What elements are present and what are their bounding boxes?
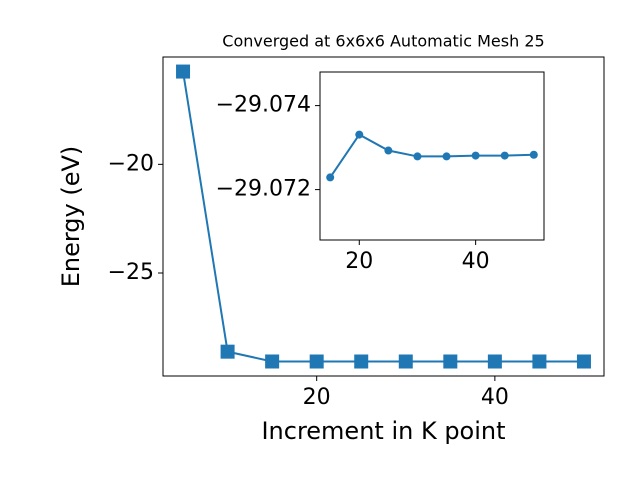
marker: [487, 354, 502, 369]
marker: [176, 64, 191, 79]
x-tick-label: 40: [462, 249, 490, 274]
y-tick-label: −29.072: [216, 177, 311, 202]
x-tick-label: 40: [481, 385, 509, 410]
y-tick-label: −25: [108, 260, 154, 285]
marker: [398, 354, 413, 369]
x-tick-label: 20: [303, 385, 331, 410]
series-line: [182, 71, 584, 363]
marker: [413, 152, 422, 161]
marker: [532, 354, 547, 369]
series-line: [329, 133, 534, 178]
marker: [443, 354, 458, 369]
marker: [442, 152, 451, 161]
marker: [384, 146, 393, 155]
marker: [529, 150, 538, 159]
marker: [326, 173, 335, 182]
y-axis-label: Energy (eV): [57, 146, 85, 288]
marker: [265, 354, 280, 369]
marker: [220, 344, 235, 359]
marker: [471, 151, 480, 160]
marker: [500, 151, 509, 160]
marker: [576, 354, 591, 369]
x-tick-label: 20: [345, 249, 373, 274]
y-tick-label: −20: [108, 151, 154, 176]
y-tick-label: −29.074: [216, 93, 311, 118]
chart-title: Converged at 6x6x6 Automatic Mesh 25: [222, 32, 544, 51]
marker: [309, 354, 324, 369]
marker: [355, 130, 364, 139]
marker: [354, 354, 369, 369]
x-axis-label: Increment in K point: [261, 417, 505, 445]
